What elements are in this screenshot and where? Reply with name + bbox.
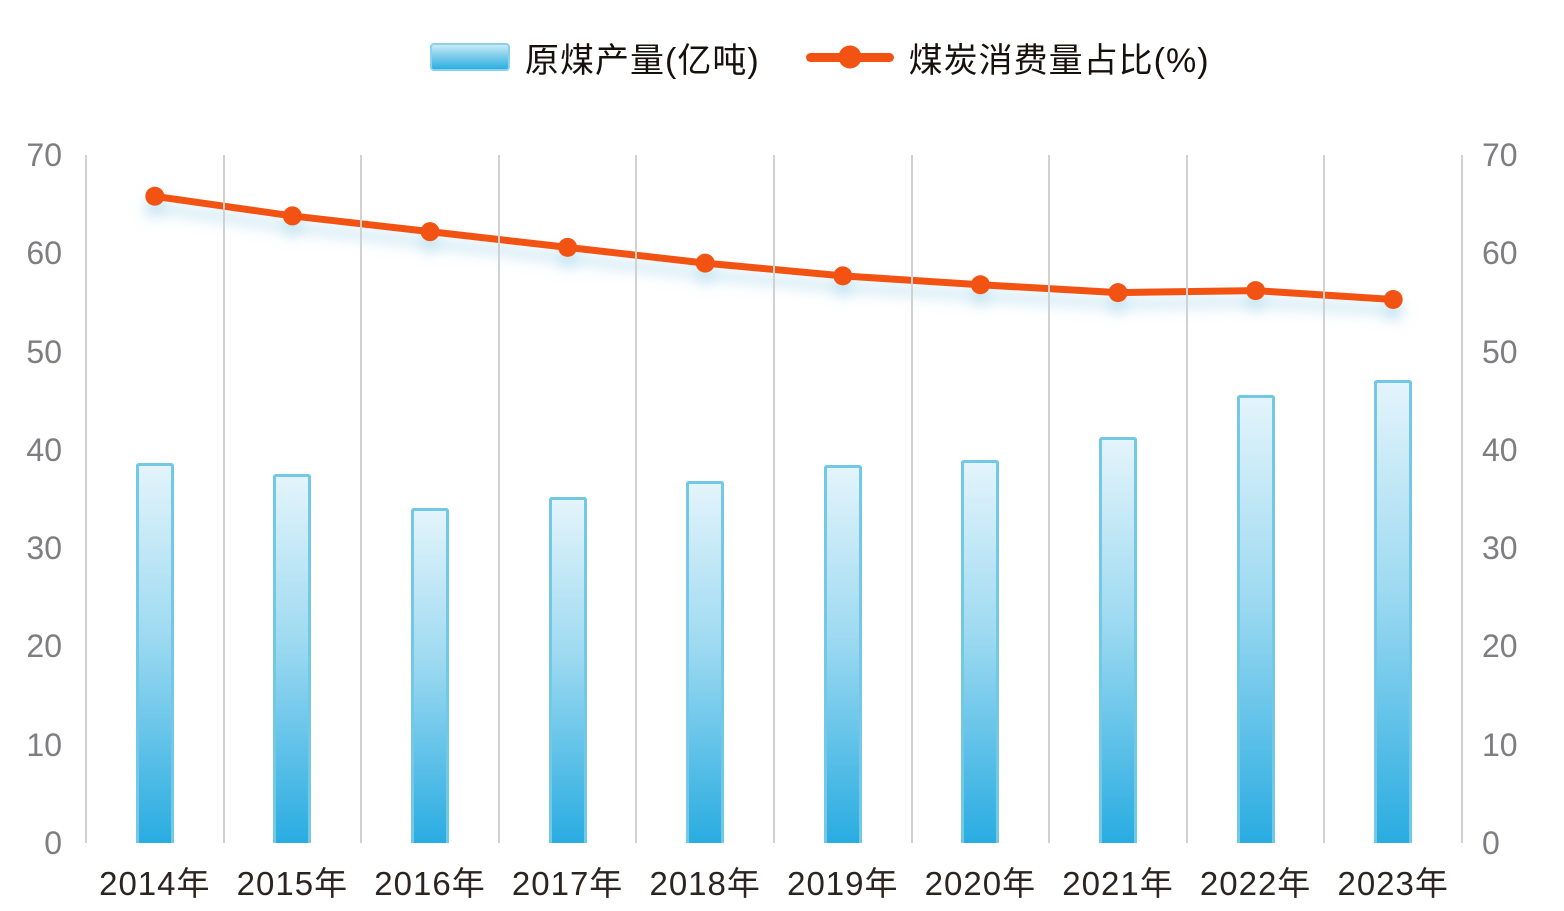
bar-2021年[interactable] bbox=[1099, 437, 1137, 843]
bar-2020年[interactable] bbox=[961, 459, 1000, 843]
legend-label-bar-series: 原煤产量(亿吨) bbox=[525, 41, 760, 80]
bar-2017年[interactable] bbox=[548, 497, 587, 843]
y-tick-label: 10 bbox=[1482, 726, 1518, 763]
bar-2015年[interactable] bbox=[273, 474, 312, 843]
y-axis-left: 0 10 20 30 40 50 60 70 bbox=[0, 138, 62, 860]
y-tick-label: 50 bbox=[1482, 333, 1518, 370]
y-axis-right: 0 10 20 30 40 50 60 70 bbox=[1482, 138, 1544, 860]
y-tick-label: 50 bbox=[26, 333, 62, 370]
y-tick-label: 0 bbox=[1482, 825, 1500, 861]
y-tick-label: 20 bbox=[1482, 628, 1518, 665]
y-tick-label: 60 bbox=[26, 235, 62, 272]
x-tick-label: 2015年 bbox=[236, 865, 349, 902]
bar-2023年[interactable] bbox=[1374, 380, 1413, 843]
gridline bbox=[1323, 155, 1326, 843]
line-point-2021年[interactable] bbox=[1108, 283, 1128, 303]
y-tick-label: 40 bbox=[26, 431, 62, 468]
bar-2014年[interactable] bbox=[135, 462, 174, 843]
y-tick-label: 60 bbox=[1482, 235, 1518, 272]
legend-item-line-series[interactable]: 煤炭消费量占比(%) bbox=[805, 33, 1210, 82]
x-tick-label: 2018年 bbox=[649, 865, 761, 902]
x-tick-label: 2021年 bbox=[1062, 865, 1174, 902]
x-tick-label: 2023年 bbox=[1337, 865, 1449, 902]
x-tick-label: 2020年 bbox=[924, 865, 1037, 902]
y-tick-label: 0 bbox=[44, 825, 62, 861]
y-tick-label: 30 bbox=[1482, 530, 1518, 567]
gridline bbox=[773, 155, 775, 843]
bar-2022年[interactable] bbox=[1236, 394, 1275, 843]
line-point-2016年[interactable] bbox=[420, 222, 440, 242]
legend: 原煤产量(亿吨) 煤炭消费量占比(%) bbox=[430, 34, 1210, 80]
gridline bbox=[1461, 155, 1463, 843]
y-tick-label: 40 bbox=[1482, 431, 1518, 468]
line-point-2014年[interactable] bbox=[145, 186, 165, 206]
y-tick-label: 20 bbox=[26, 628, 62, 665]
legend-label-line-series: 煤炭消费量占比(%) bbox=[908, 41, 1210, 80]
line-series-dot-icon bbox=[838, 45, 862, 69]
bar-2016年[interactable] bbox=[411, 507, 449, 843]
line-point-2015年[interactable] bbox=[282, 206, 302, 226]
x-axis: 2014年 2015年 2016年 2017年 2018年 2019年 2020年 2021年… bbox=[86, 857, 1462, 902]
gridline bbox=[497, 155, 500, 843]
plot-area bbox=[85, 155, 1463, 843]
line-point-2020年[interactable] bbox=[970, 275, 990, 295]
bar-2018年[interactable] bbox=[686, 481, 725, 843]
gridline bbox=[1048, 155, 1051, 843]
y-tick-label: 70 bbox=[1482, 137, 1518, 173]
line-point-2022年[interactable] bbox=[1246, 281, 1266, 301]
line-point-2017年[interactable] bbox=[558, 237, 578, 257]
y-tick-label: 10 bbox=[26, 726, 62, 763]
gridline bbox=[635, 155, 638, 843]
gridline bbox=[222, 155, 225, 843]
line-point-2023年[interactable] bbox=[1383, 289, 1403, 309]
gridline bbox=[360, 155, 363, 843]
gridline bbox=[85, 155, 87, 843]
y-tick-label: 70 bbox=[26, 137, 62, 173]
line-point-2018年[interactable] bbox=[695, 253, 715, 273]
x-tick-label: 2016年 bbox=[374, 865, 486, 902]
line-point-2019年[interactable] bbox=[833, 266, 853, 286]
line-series-swatch-icon bbox=[805, 45, 894, 69]
legend-item-bar-series[interactable]: 原煤产量(亿吨) bbox=[430, 33, 760, 82]
x-tick-label: 2017年 bbox=[511, 865, 624, 902]
x-tick-label: 2014年 bbox=[99, 865, 211, 902]
y-tick-label: 30 bbox=[26, 530, 62, 567]
x-tick-label: 2022年 bbox=[1199, 865, 1312, 902]
bar-series-swatch-icon bbox=[430, 43, 510, 71]
gridline bbox=[910, 155, 913, 843]
x-tick-label: 2019年 bbox=[787, 865, 899, 902]
gridline bbox=[1185, 155, 1188, 843]
bar-2019年[interactable] bbox=[823, 464, 862, 843]
